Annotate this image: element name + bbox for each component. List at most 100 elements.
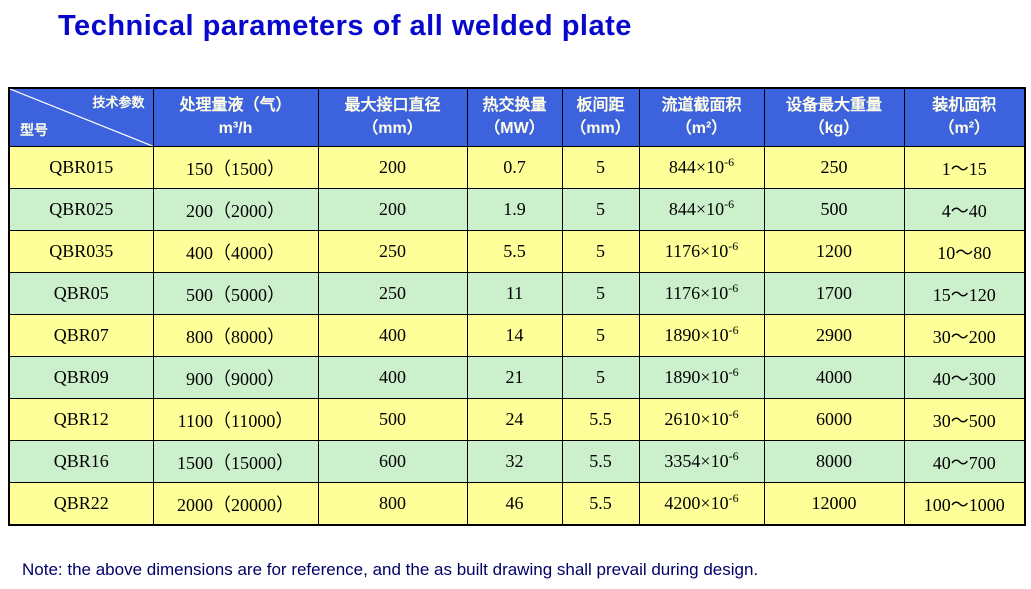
max-weight-cell: 12000 <box>763 482 905 526</box>
column-header: 流道截面积 （m²） <box>638 87 765 147</box>
model-cell: QBR035 <box>8 230 154 273</box>
column-header-line1: 热交换量 <box>482 97 547 115</box>
column-header-line2: （MW） <box>484 119 545 137</box>
table-row: QBR12 1100（11000） 500 24 5.5 2610×10-6 6000 30～… <box>8 398 1026 441</box>
installed-area-cell: 40～700 <box>903 440 1026 483</box>
page-title: Technical parameters of all welded plate <box>58 10 632 42</box>
column-header: 处理量液（气） m³/h <box>152 87 319 147</box>
max-port-diameter-cell: 800 <box>317 482 468 526</box>
plate-spacing-cell: 5 <box>561 230 640 273</box>
max-weight-cell: 4000 <box>763 356 905 399</box>
max-port-diameter-cell: 200 <box>317 146 468 189</box>
heat-exchange-cell: 1.9 <box>466 188 563 231</box>
max-weight-cell: 6000 <box>763 398 905 441</box>
flow-area-cell: 3354×10-6 <box>638 440 765 483</box>
table-row: QBR22 2000（20000） 800 46 5.5 4200×10-6 12000 10… <box>8 482 1026 526</box>
max-port-diameter-cell: 250 <box>317 272 468 315</box>
capacity-cell: 1500（15000） <box>152 440 319 483</box>
column-header-line1: 流道截面积 <box>661 97 742 115</box>
capacity-cell: 150（1500） <box>152 146 319 189</box>
max-port-diameter-cell: 400 <box>317 356 468 399</box>
max-weight-cell: 1200 <box>763 230 905 273</box>
max-port-diameter-cell: 250 <box>317 230 468 273</box>
capacity-cell: 1100（11000） <box>152 398 319 441</box>
column-header-line1: 最大接口直径 <box>344 97 441 115</box>
flow-area-cell: 1176×10-6 <box>638 272 765 315</box>
flow-area-cell: 844×10-6 <box>638 188 765 231</box>
flow-area-cell: 1176×10-6 <box>638 230 765 273</box>
corner-model-label: 型号 <box>20 122 48 139</box>
installed-area-cell: 4～40 <box>903 188 1026 231</box>
capacity-cell: 800（8000） <box>152 314 319 357</box>
flow-area-cell: 2610×10-6 <box>638 398 765 441</box>
page: Technical parameters of all welded plate… <box>0 10 1031 580</box>
column-header-line2: （kg） <box>808 119 860 137</box>
flow-area-exponent: -6 <box>728 449 739 463</box>
column-header-line2: （mm） <box>362 119 423 137</box>
table-row: QBR015 150（1500） 200 0.7 5 844×10-6 250 1～15 <box>8 146 1026 189</box>
plate-spacing-cell: 5 <box>561 188 640 231</box>
table-row: QBR025 200（2000） 200 1.9 5 844×10-6 500 4～40 <box>8 188 1026 231</box>
plate-spacing-cell: 5.5 <box>561 440 640 483</box>
capacity-cell: 400（4000） <box>152 230 319 273</box>
installed-area-cell: 15～120 <box>903 272 1026 315</box>
column-header-line2: （mm） <box>570 119 631 137</box>
installed-area-cell: 10～80 <box>903 230 1026 273</box>
heat-exchange-cell: 46 <box>466 482 563 526</box>
heat-exchange-cell: 5.5 <box>466 230 563 273</box>
heat-exchange-cell: 0.7 <box>466 146 563 189</box>
max-port-diameter-cell: 400 <box>317 314 468 357</box>
capacity-cell: 500（5000） <box>152 272 319 315</box>
corner-parameters-label: 技术参数 <box>92 95 145 110</box>
model-cell: QBR09 <box>8 356 154 399</box>
heat-exchange-cell: 11 <box>466 272 563 315</box>
flow-area-base: 1176×10 <box>664 241 729 261</box>
column-header: 热交换量 （MW） <box>466 87 563 147</box>
flow-area-exponent: -6 <box>728 491 739 505</box>
plate-spacing-cell: 5.5 <box>561 482 640 526</box>
note-text: Note: the above dimensions are for refer… <box>22 560 759 579</box>
flow-area-cell: 4200×10-6 <box>638 482 765 526</box>
installed-area-cell: 30～200 <box>903 314 1026 357</box>
heat-exchange-cell: 14 <box>466 314 563 357</box>
column-header-line1: 设备最大重量 <box>785 97 882 115</box>
flow-area-cell: 1890×10-6 <box>638 356 765 399</box>
flow-area-base: 844×10 <box>668 157 725 177</box>
flow-area-exponent: -6 <box>728 365 739 379</box>
model-cell: QBR16 <box>8 440 154 483</box>
model-cell: QBR05 <box>8 272 154 315</box>
flow-area-exponent: -6 <box>728 281 739 295</box>
column-header-line2: （m²） <box>938 119 991 137</box>
plate-spacing-cell: 5 <box>561 356 640 399</box>
installed-area-cell: 1～15 <box>903 146 1026 189</box>
flow-area-base: 4200×10 <box>664 493 729 513</box>
column-header: 设备最大重量 （kg） <box>763 87 905 147</box>
diagonal-divider-line <box>10 89 153 146</box>
max-weight-cell: 250 <box>763 146 905 189</box>
column-header-line2: （m²） <box>675 119 728 137</box>
table-body: QBR015 150（1500） 200 0.7 5 844×10-6 250 1～15 QBR… <box>8 146 1026 526</box>
flow-area-exponent: -6 <box>728 239 739 253</box>
flow-area-exponent: -6 <box>728 323 739 337</box>
max-weight-cell: 1700 <box>763 272 905 315</box>
table-row: QBR16 1500（15000） 600 32 5.5 3354×10-6 8000 40～… <box>8 440 1026 483</box>
max-port-diameter-cell: 600 <box>317 440 468 483</box>
max-weight-cell: 8000 <box>763 440 905 483</box>
flow-area-base: 2610×10 <box>664 409 729 429</box>
flow-area-base: 1890×10 <box>664 367 729 387</box>
flow-area-exponent: -6 <box>728 407 739 421</box>
max-port-diameter-cell: 200 <box>317 188 468 231</box>
capacity-cell: 900（9000） <box>152 356 319 399</box>
flow-area-cell: 1890×10-6 <box>638 314 765 357</box>
flow-area-base: 3354×10 <box>664 451 729 471</box>
table-header: 技术参数 型号 处理量液（气） m³/h 最大接口直径 （mm） 热交换量 （MW） 板间距… <box>8 87 1026 147</box>
corner-header-cell: 技术参数 型号 <box>8 87 154 147</box>
installed-area-cell: 100～1000 <box>903 482 1026 526</box>
column-header-line1: 装机面积 <box>932 97 997 115</box>
flow-area-exponent: -6 <box>724 197 735 211</box>
max-port-diameter-cell: 500 <box>317 398 468 441</box>
table-row: QBR05 500（5000） 250 11 5 1176×10-6 1700 15～120 <box>8 272 1026 315</box>
flow-area-base: 844×10 <box>668 199 725 219</box>
header-row: 技术参数 型号 处理量液（气） m³/h 最大接口直径 （mm） 热交换量 （MW） 板间距… <box>8 87 1026 147</box>
heat-exchange-cell: 24 <box>466 398 563 441</box>
